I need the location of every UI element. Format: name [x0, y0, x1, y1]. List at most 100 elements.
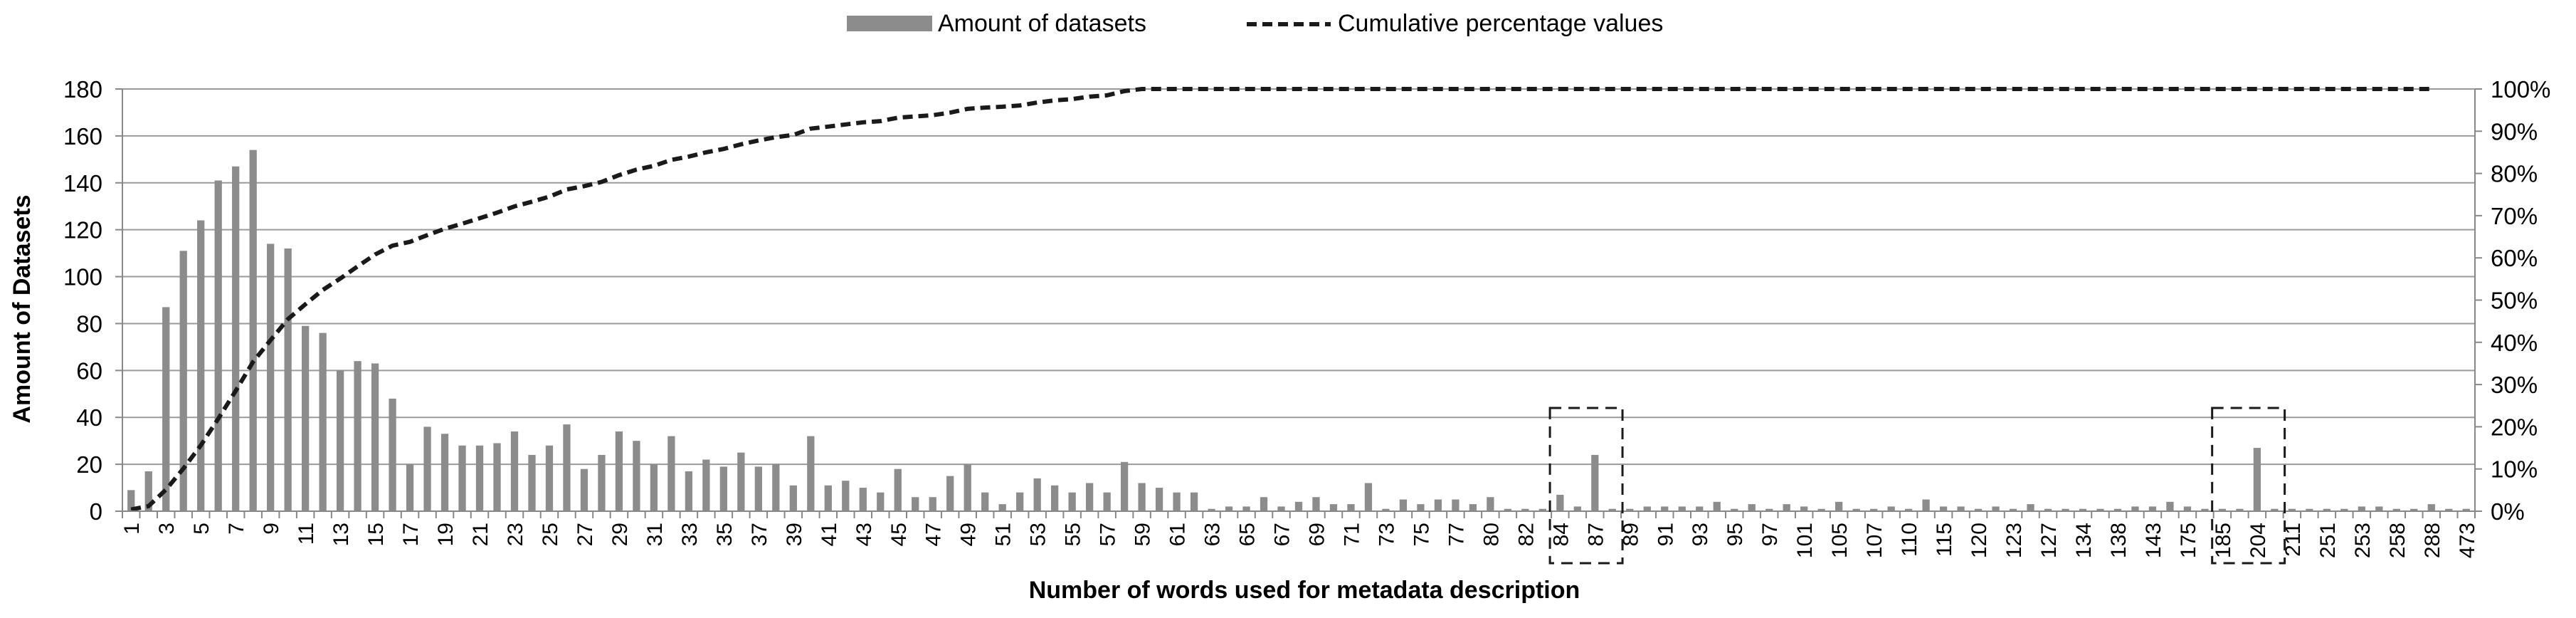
bar — [510, 431, 519, 511]
bar — [2427, 504, 2435, 511]
bar — [1417, 504, 1425, 511]
bar — [406, 464, 414, 511]
bar — [1992, 506, 2000, 511]
cumulative-line — [130, 87, 2432, 512]
legend-label-line: Cumulative percentage values — [1338, 10, 1663, 37]
y2-tick-label: 80% — [2491, 161, 2538, 187]
x-tick-label: 73 — [1375, 523, 1398, 546]
bar — [528, 454, 536, 511]
x-tick-label: 11 — [295, 523, 318, 545]
x-tick-label: 138 — [2107, 523, 2131, 558]
x-tick-label: 57 — [1097, 523, 1120, 546]
bar — [267, 243, 275, 511]
bar — [2253, 448, 2261, 511]
bar — [1399, 499, 1408, 511]
bar — [772, 464, 780, 511]
y2-tick-label: 10% — [2491, 456, 2538, 483]
bar — [1487, 497, 1494, 511]
bar — [2358, 506, 2365, 511]
x-tick-label: 47 — [922, 523, 946, 546]
bar — [2323, 508, 2330, 511]
bar — [2340, 508, 2348, 511]
bar — [336, 370, 344, 511]
bar — [563, 424, 571, 511]
x-tick-label: 110 — [1898, 523, 1921, 557]
bar — [1678, 506, 1686, 511]
x-tick-label: 63 — [1201, 523, 1225, 546]
bar — [1643, 506, 1651, 511]
bar — [2183, 506, 2192, 511]
y2-tick-label: 90% — [2491, 118, 2538, 145]
bar — [1260, 497, 1268, 511]
bar — [371, 363, 379, 511]
bar — [1068, 492, 1076, 511]
x-tick-label: 19 — [434, 523, 458, 546]
bar — [1974, 508, 1983, 511]
x-tick-label: 127 — [2037, 523, 2061, 558]
bar — [2288, 508, 2296, 511]
bar — [2271, 508, 2279, 511]
bar — [1347, 504, 1355, 511]
bar — [493, 443, 501, 511]
bar — [2201, 508, 2209, 511]
bar — [2079, 508, 2087, 511]
bar — [1713, 501, 1721, 511]
x-tick-label: 39 — [783, 523, 806, 546]
x-tick-label: 21 — [469, 523, 492, 546]
legend-swatch-bar — [847, 16, 932, 31]
bar — [1661, 506, 1669, 511]
x-tick-label: 25 — [539, 523, 562, 546]
y2-tick-label: 60% — [2491, 245, 2538, 271]
y2-tick-label: 40% — [2491, 330, 2538, 356]
bar — [1033, 478, 1041, 511]
legend: Amount of datasets Cumulative percentage… — [847, 10, 1663, 37]
bar — [1504, 508, 1512, 511]
bar — [1869, 508, 1878, 511]
bar — [545, 445, 554, 511]
y-tick-label: 60 — [76, 357, 102, 384]
y2-tick-label: 70% — [2491, 203, 2538, 229]
x-tick-label: 134 — [2072, 523, 2096, 558]
y2-tick-label: 30% — [2491, 372, 2538, 398]
bar — [1817, 508, 1825, 511]
bar — [144, 471, 152, 511]
bar — [598, 454, 606, 511]
y-tick-label: 100 — [63, 264, 102, 290]
x-tick-label: 53 — [1027, 523, 1050, 546]
bar — [702, 459, 710, 511]
bar — [1242, 506, 1250, 511]
axes: 0204060801001201401601800%10%20%30%40%50… — [63, 76, 2550, 558]
bar — [319, 332, 327, 511]
x-tick-label: 95 — [1724, 523, 1747, 546]
bar — [2462, 508, 2470, 511]
highlight-box — [1548, 407, 1624, 565]
x-tick-label: 3 — [155, 523, 179, 535]
bar — [2166, 501, 2174, 511]
bar — [2392, 508, 2400, 511]
x-tick-label: 84 — [1549, 523, 1573, 546]
y-tick-label: 140 — [63, 170, 102, 197]
bar — [789, 485, 797, 511]
bar — [2410, 508, 2418, 511]
bar — [127, 490, 135, 511]
bar — [1852, 508, 1860, 511]
x-tick-label: 93 — [1689, 523, 1712, 546]
bar — [2306, 508, 2313, 511]
bar — [232, 166, 240, 511]
bar — [685, 471, 693, 511]
x-tick-label: 33 — [678, 523, 702, 546]
bar — [824, 485, 832, 511]
highlight-boxes — [1548, 407, 2286, 565]
bar — [197, 220, 205, 511]
y-tick-label: 180 — [63, 76, 102, 103]
bar — [2445, 508, 2453, 511]
x-tick-label: 7 — [225, 523, 248, 535]
x-tick-label: 49 — [957, 523, 981, 546]
bar — [1225, 506, 1233, 511]
y-tick-label: 120 — [63, 217, 102, 243]
bar — [1957, 506, 1965, 511]
x-axis-title: Number of words used for metadata descri… — [1029, 577, 1580, 604]
bar — [2096, 508, 2104, 511]
line-series — [130, 87, 2432, 512]
bar — [1626, 508, 1634, 511]
